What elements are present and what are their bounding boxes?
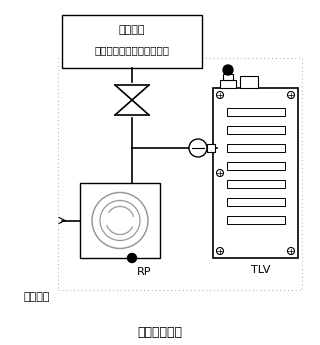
- Circle shape: [223, 65, 233, 75]
- Text: 排気系取付例: 排気系取付例: [138, 325, 182, 338]
- Text: （主ポンプ、チャンバ等）: （主ポンプ、チャンバ等）: [94, 45, 170, 55]
- Circle shape: [100, 200, 140, 240]
- Bar: [240, 76, 258, 88]
- Bar: [207, 144, 215, 152]
- Bar: [213, 88, 298, 258]
- Bar: [220, 80, 236, 88]
- Bar: [62, 15, 202, 68]
- Text: TLV: TLV: [251, 265, 270, 275]
- Bar: [227, 198, 285, 206]
- Bar: [227, 216, 285, 224]
- Text: 被排気系: 被排気系: [119, 25, 145, 35]
- Bar: [227, 180, 285, 188]
- Circle shape: [217, 91, 223, 99]
- Circle shape: [217, 169, 223, 177]
- Circle shape: [287, 91, 294, 99]
- Bar: [80, 183, 160, 258]
- Circle shape: [92, 193, 148, 248]
- Circle shape: [127, 254, 137, 263]
- Circle shape: [189, 139, 207, 157]
- Bar: [223, 74, 233, 80]
- Text: 電源入力: 電源入力: [24, 292, 50, 302]
- Text: RP: RP: [137, 267, 151, 277]
- Circle shape: [217, 247, 223, 255]
- Bar: [227, 162, 285, 170]
- Bar: [227, 108, 285, 116]
- Bar: [58, 58, 302, 290]
- Bar: [227, 126, 285, 134]
- Bar: [227, 144, 285, 152]
- Circle shape: [287, 247, 294, 255]
